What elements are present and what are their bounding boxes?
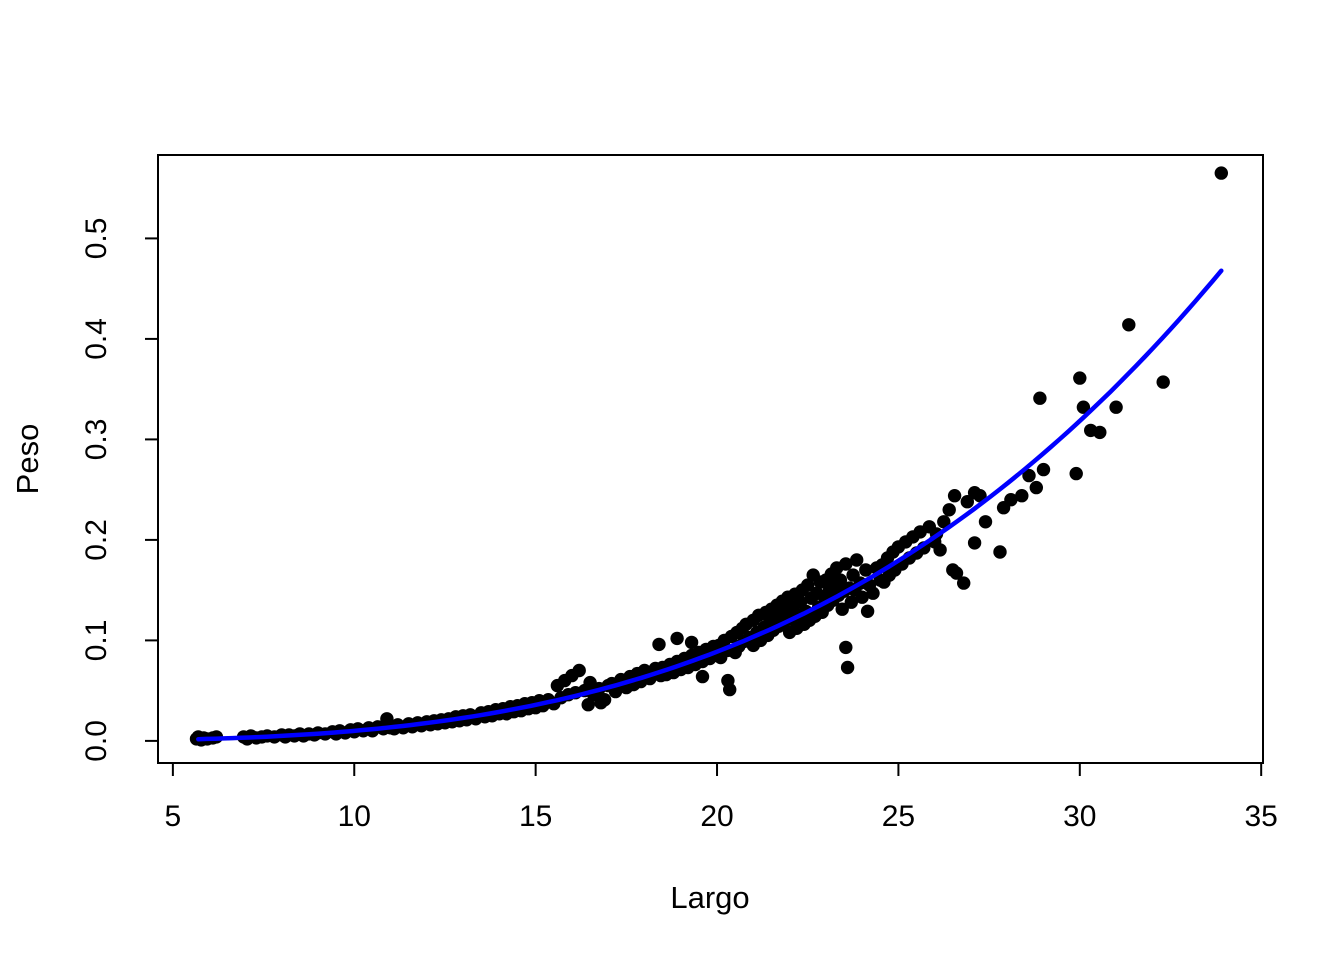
data-point [1093, 425, 1107, 440]
data-point [860, 604, 875, 618]
data-point [723, 682, 737, 697]
data-point [1109, 400, 1123, 414]
data-point [866, 586, 880, 600]
data-point [859, 563, 873, 577]
data-point [1033, 391, 1047, 405]
data-point [1022, 468, 1036, 483]
data-point [993, 545, 1007, 559]
scatter-points [189, 166, 1229, 747]
fit-curve-layer [196, 268, 1224, 742]
x-tick-label: 30 [1063, 800, 1096, 833]
x-axis-title: Largo [670, 880, 749, 915]
data-point [684, 635, 699, 650]
y-tick-label: 0.4 [80, 318, 113, 360]
data-point [960, 495, 974, 509]
x-tick-label: 5 [165, 800, 182, 833]
data-point [839, 557, 853, 571]
data-point [597, 693, 612, 707]
data-point [844, 595, 858, 609]
data-point [652, 637, 666, 652]
data-point [933, 543, 947, 557]
data-point [855, 590, 869, 604]
data-point [1029, 480, 1044, 495]
x-tick-label: 10 [338, 800, 371, 833]
data-point [833, 573, 848, 587]
data-point [942, 503, 956, 517]
y-tick-label: 0.3 [80, 419, 113, 461]
y-tick-label: 0.1 [80, 620, 113, 662]
data-point [1214, 166, 1229, 180]
y-tick-label: 0.5 [80, 218, 113, 260]
x-tick-label: 20 [700, 800, 733, 833]
plot-box [157, 154, 1264, 764]
data-point [839, 640, 853, 655]
data-point [581, 698, 595, 712]
data-point [1073, 371, 1087, 385]
data-point [1076, 400, 1091, 414]
data-point [840, 660, 855, 675]
x-axis: 5 10 15 20 25 30 35 [165, 763, 1278, 833]
data-point [937, 515, 951, 529]
data-point [670, 631, 684, 646]
y-tick-label: 0.0 [80, 720, 113, 762]
x-tick-label: 25 [882, 800, 915, 833]
data-point [1036, 462, 1051, 477]
x-tick-label: 35 [1244, 800, 1277, 833]
fit-curve [196, 268, 1224, 742]
data-point [572, 663, 586, 678]
data-point [1004, 493, 1018, 507]
x-tick-label: 15 [519, 800, 552, 833]
y-axis: 0.0 0.1 0.2 0.3 0.4 0.5 [80, 218, 158, 762]
data-point [947, 489, 962, 503]
data-point [1015, 489, 1029, 503]
data-point [949, 566, 964, 580]
data-point [973, 489, 987, 503]
data-point [1069, 466, 1083, 481]
data-point [695, 669, 710, 684]
data-point [835, 602, 849, 616]
data-point [957, 576, 971, 590]
data-point [1156, 375, 1170, 389]
data-point [978, 515, 993, 529]
y-tick-label: 0.2 [80, 519, 113, 561]
data-point [967, 536, 982, 550]
data-point [1122, 318, 1136, 332]
y-axis-title: Peso [10, 424, 45, 495]
data-point [850, 553, 864, 567]
data-point [801, 578, 815, 592]
